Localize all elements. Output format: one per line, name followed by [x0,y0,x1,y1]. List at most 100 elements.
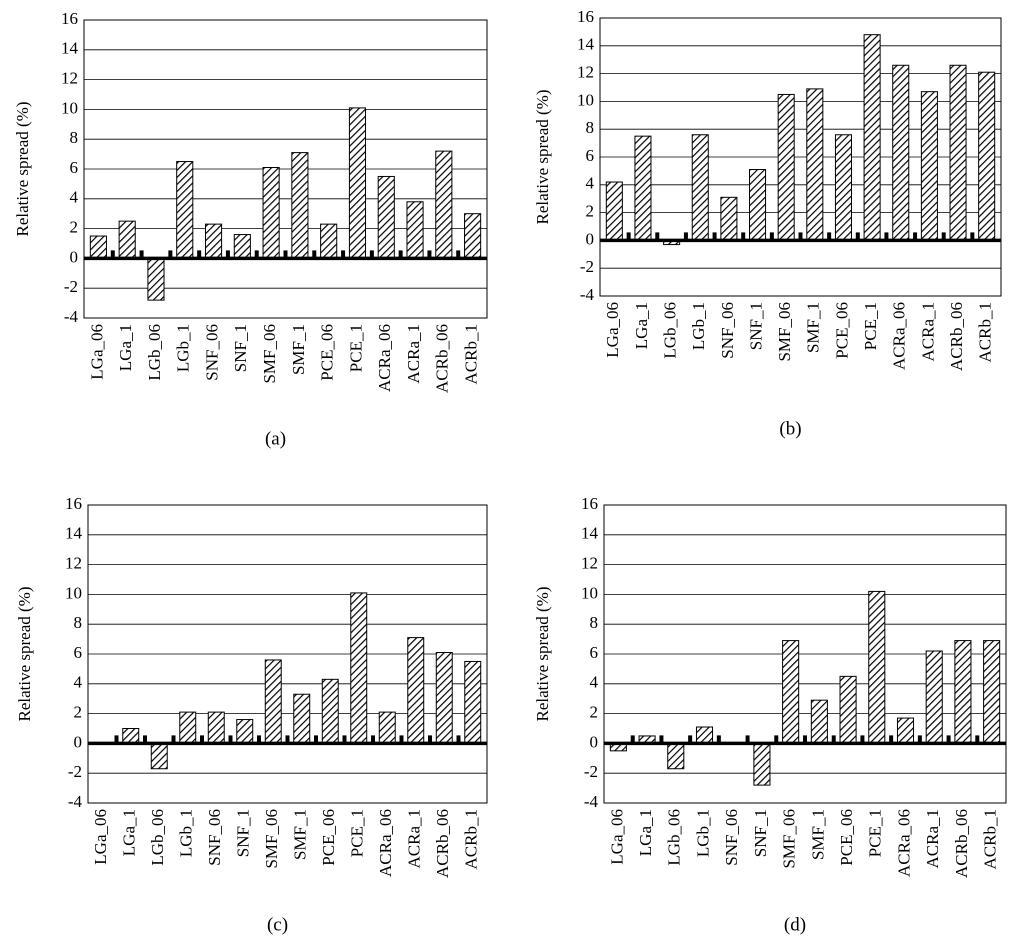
y-tick-label: 12 [581,554,598,573]
bar [204,223,223,259]
y-tick-label: 10 [581,583,598,602]
y-tick-label: 14 [65,524,83,543]
category-separator [630,735,635,744]
category-separator [369,250,374,259]
x-tick-label: ACRa_06 [375,324,394,392]
bar [920,91,938,241]
bar [863,34,881,241]
category-separator [110,250,115,259]
y-tick-label: 8 [70,128,79,147]
bar [233,234,251,259]
y-tick-label: 8 [74,613,83,632]
x-tick-label: SMF_1 [291,809,310,860]
bar [978,71,996,241]
bar [207,711,225,744]
category-separator [200,735,204,744]
x-tick-label: LGa_06 [607,809,626,865]
y-tick-label: 16 [65,494,82,513]
category-separator [769,232,774,241]
x-tick-label: PCE_06 [837,809,856,866]
y-tick-label: 12 [65,554,82,573]
x-tick-label: LGb_1 [689,302,708,350]
x-tick-label: ACRa_1 [918,302,937,362]
x-tick-label: SMF_06 [262,809,281,869]
x-tick-label: LGa_1 [120,809,139,856]
y-tick-label: -4 [68,792,83,811]
category-separator [456,735,461,744]
bar [806,88,824,241]
x-tick-label: LGa_1 [636,809,655,856]
category-separator [683,232,688,241]
category-separator [143,735,147,744]
y-tick-label: 2 [70,218,79,237]
x-tick-label: LGb_06 [661,302,680,359]
x-tick-label: PCE_1 [861,302,880,350]
bar [634,135,652,241]
category-separator [398,250,403,259]
y-tick-label: 4 [74,673,83,692]
panel-title: (a) [265,428,286,449]
y-tick-label: -4 [580,285,595,304]
bar [983,640,1001,744]
x-tick-label: ACRa_06 [890,302,909,370]
x-tick-label: SNF_06 [722,809,741,866]
bar [179,711,197,744]
y-tick-label: 14 [61,39,79,58]
panel-title: (c) [267,914,288,935]
y-tick-label: 12 [61,69,78,88]
x-tick-label: LGb_06 [665,809,684,866]
category-separator [860,735,865,744]
x-tick-label: SNF_06 [202,324,221,381]
bar [777,93,795,241]
category-separator [225,250,230,259]
category-separator [285,735,290,744]
y-tick-label: 16 [581,494,598,513]
y-tick-label: 8 [590,613,599,632]
x-tick-label: SNF_1 [231,324,250,372]
bar [868,590,886,744]
category-separator [655,232,660,241]
x-tick-label: LGb_06 [148,809,167,866]
bar [147,257,165,301]
y-tick-label: 16 [577,7,594,26]
x-tick-label: PCE_06 [319,809,338,866]
bar [264,659,282,744]
bar [839,675,857,744]
x-tick-label: ACRa_06 [894,809,913,877]
bar [834,134,852,241]
category-separator [427,250,432,259]
category-separator [371,735,375,744]
x-tick-label: SNF_06 [718,302,737,359]
category-separator [827,232,832,241]
x-tick-label: ACRb_06 [947,302,966,371]
y-tick-label: 12 [577,63,594,82]
x-tick-label: ACRb_1 [462,324,481,384]
category-separator [314,735,318,744]
category-separator [228,735,233,744]
x-tick-label: LGa_06 [91,809,110,865]
bar [348,107,367,259]
y-tick-label: 14 [577,35,595,54]
bar [320,223,338,259]
bar [262,167,280,259]
y-tick-label: 2 [586,202,595,221]
category-separator [712,232,717,241]
bar [435,150,453,259]
x-tick-label: ACRb_1 [981,809,1000,869]
y-tick-label: 6 [70,158,79,177]
bar [464,213,482,259]
bar [896,717,915,744]
y-tick-label: 4 [70,188,79,207]
bar [435,652,453,744]
category-separator [970,232,975,241]
category-separator [341,250,346,259]
y-tick-label: 14 [581,524,599,543]
category-separator [975,735,980,744]
bar [291,152,309,259]
x-tick-label: SNF_1 [751,809,770,857]
bar [695,726,714,744]
x-tick-label: ACRb_06 [433,324,452,393]
bar [176,161,194,259]
bar [406,201,424,259]
